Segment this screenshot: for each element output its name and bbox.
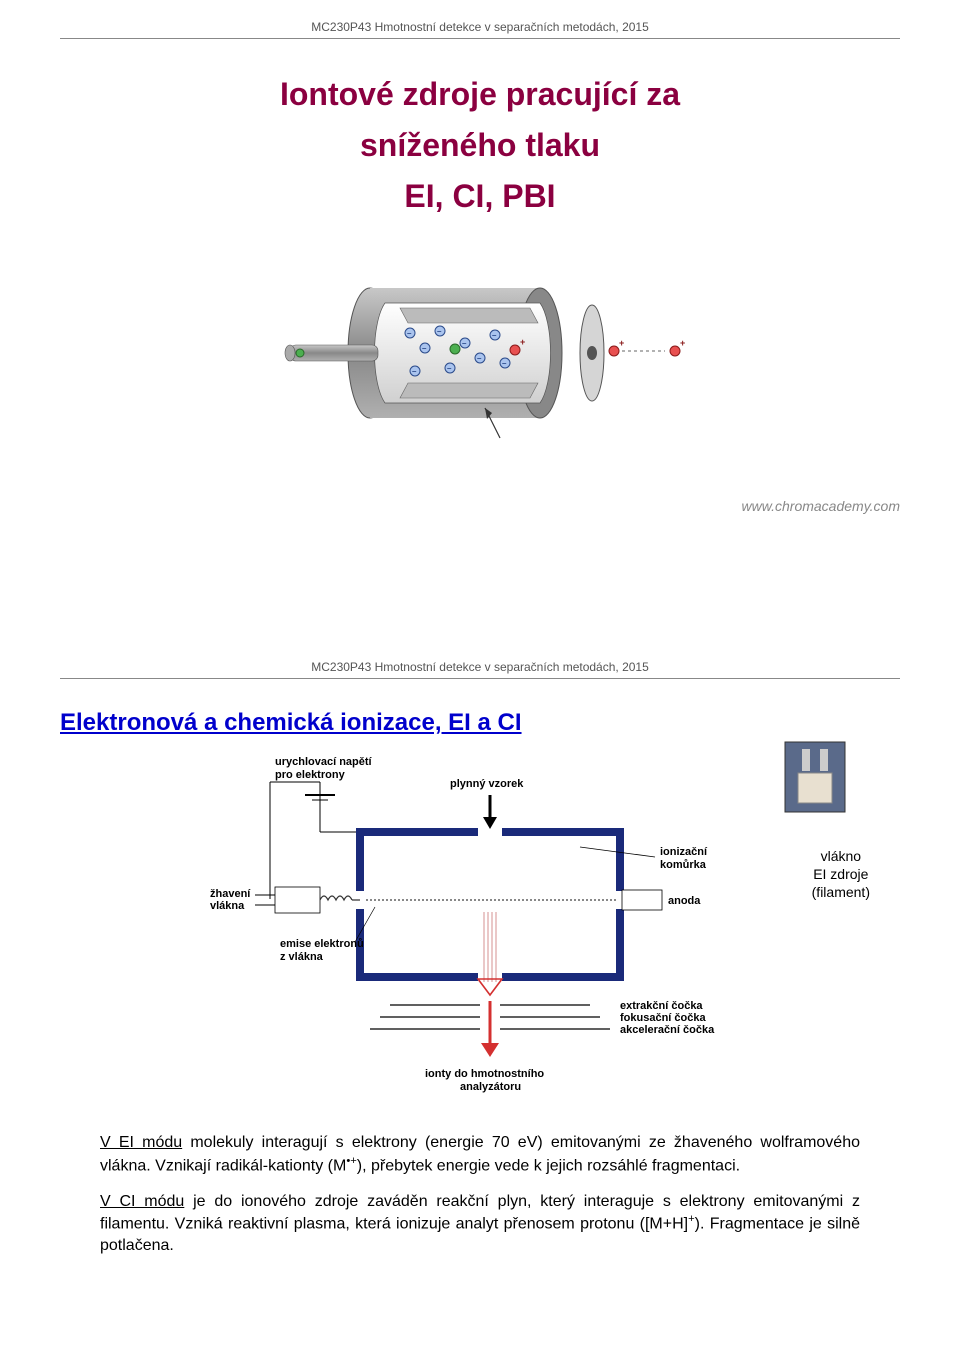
svg-text:analyzátoru: analyzátoru bbox=[460, 1081, 521, 1093]
svg-text:–: – bbox=[502, 359, 507, 368]
label-ionty: ionty do hmotnostního bbox=[425, 1068, 544, 1080]
ei-sup: •+ bbox=[346, 1155, 356, 1167]
slide-2: MC230P43 Hmotnostní detekce v separačníc… bbox=[0, 640, 960, 1367]
label-urychlovaci: urychlovací napětí bbox=[275, 756, 373, 768]
svg-text:vlákna: vlákna bbox=[210, 900, 245, 912]
svg-text:–: – bbox=[412, 367, 417, 376]
ion-source-diagram: – – – – – – – – – + + bbox=[60, 253, 900, 468]
ei-schematic-svg: urychlovací napětí pro elektrony plynný … bbox=[160, 747, 800, 1107]
filament-line1: vlákno bbox=[821, 848, 861, 864]
ci-lead: V CI módu bbox=[100, 1193, 184, 1210]
svg-text:–: – bbox=[407, 329, 412, 338]
svg-text:+: + bbox=[680, 338, 685, 348]
svg-text:–: – bbox=[492, 331, 497, 340]
filament-line2: EI zdroje bbox=[813, 866, 868, 882]
ei-tail: ), přebytek energie vede k jejich rozsáh… bbox=[357, 1157, 740, 1174]
svg-text:–: – bbox=[462, 339, 467, 348]
ei-lead: V EI módu bbox=[100, 1134, 182, 1151]
paragraph-ci: V CI módu je do ionového zdroje zaváděn … bbox=[100, 1191, 860, 1257]
svg-text:–: – bbox=[477, 354, 482, 363]
label-zhaveni: žhavení bbox=[210, 888, 251, 900]
header-text-2: MC230P43 Hmotnostní detekce v separačníc… bbox=[60, 660, 900, 679]
paragraph-ei: V EI módu molekuly interagují s elektron… bbox=[100, 1132, 860, 1177]
filament-thumbnail bbox=[780, 737, 850, 817]
label-emise: emise elektronů bbox=[280, 938, 364, 950]
svg-text:pro elektrony: pro elektrony bbox=[275, 769, 346, 781]
header-text: MC230P43 Hmotnostní detekce v separačníc… bbox=[60, 20, 900, 39]
label-extrakcni: extrakční čočka bbox=[620, 1000, 703, 1012]
ion-source-svg: – – – – – – – – – + + bbox=[240, 253, 720, 463]
label-anoda: anoda bbox=[668, 895, 701, 907]
label-ionizacni-komurka: ionizační bbox=[660, 846, 708, 858]
svg-text:–: – bbox=[437, 327, 442, 336]
svg-text:+: + bbox=[619, 338, 624, 348]
svg-text:–: – bbox=[422, 344, 427, 353]
svg-text:–: – bbox=[447, 364, 452, 373]
title-line-3: EI, CI, PBI bbox=[60, 171, 900, 222]
svg-text:+: + bbox=[520, 337, 525, 347]
filament-line3: (filament) bbox=[812, 884, 870, 900]
svg-text:z vlákna: z vlákna bbox=[280, 951, 324, 963]
slide-1: MC230P43 Hmotnostní detekce v separačníc… bbox=[0, 0, 960, 640]
label-plynny-vzorek: plynný vzorek bbox=[450, 778, 524, 790]
filament-caption: vlákno EI zdroje (filament) bbox=[812, 847, 870, 902]
svg-text:komůrka: komůrka bbox=[660, 859, 707, 871]
slide1-title: Iontové zdroje pracující za sníženého tl… bbox=[60, 69, 900, 223]
title-line-2: sníženého tlaku bbox=[60, 120, 900, 171]
ei-schematic-wrap: vlákno EI zdroje (filament) urychlovací … bbox=[60, 747, 900, 1112]
label-akceleracni: akcelerační čočka bbox=[620, 1024, 715, 1036]
source-attribution: www.chromacademy.com bbox=[60, 498, 900, 514]
label-fokusacni: fokusační čočka bbox=[620, 1012, 706, 1024]
title-line-1: Iontové zdroje pracující za bbox=[60, 69, 900, 120]
section-title: Elektronová a chemická ionizace, EI a CI bbox=[60, 709, 900, 737]
